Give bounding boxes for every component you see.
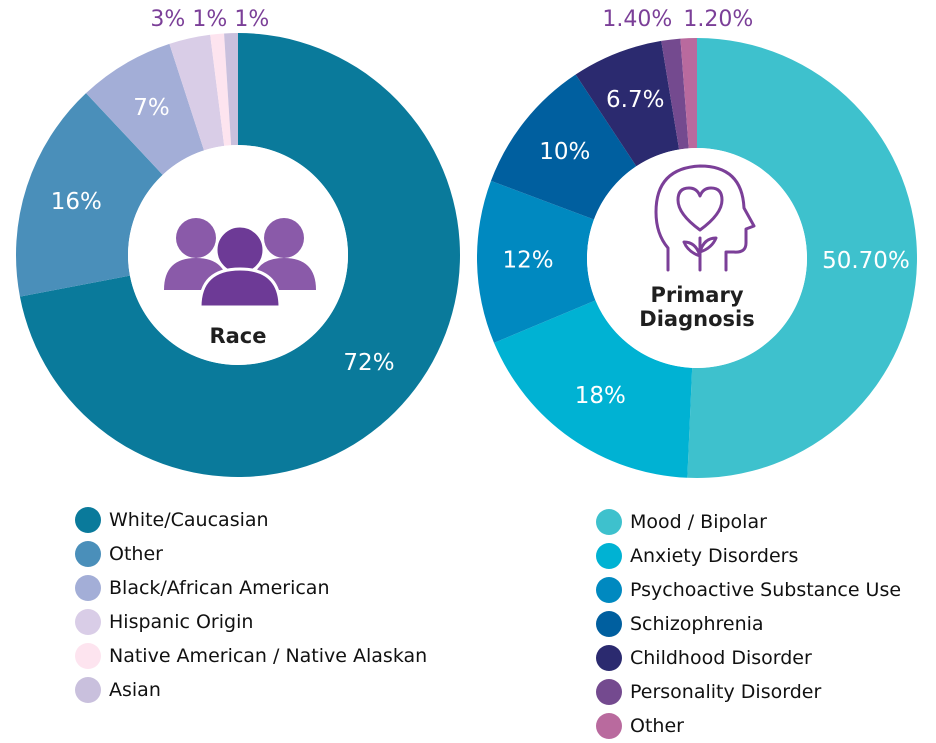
legend-swatch xyxy=(75,643,101,669)
legend-item: Personality Disorder xyxy=(596,675,901,709)
slice xyxy=(680,38,697,149)
legend-swatch xyxy=(596,713,622,739)
slice xyxy=(19,33,461,477)
value-label: 18% xyxy=(575,383,626,409)
legend-item: Hispanic Origin xyxy=(75,605,427,639)
legend-swatch xyxy=(596,679,622,705)
legend-swatch xyxy=(596,611,622,637)
legend-swatch xyxy=(75,541,101,567)
legend-swatch xyxy=(596,543,622,569)
slice xyxy=(476,180,596,343)
slice xyxy=(210,33,232,146)
value-label: 72% xyxy=(343,350,394,376)
legend-item: Native American / Native Alaskan xyxy=(75,639,427,673)
donut-hole xyxy=(587,148,807,368)
legend-label: Anxiety Disorders xyxy=(630,545,799,567)
legend: Mood / Bipolar Anxiety Disorders Psychoact… xyxy=(596,505,901,743)
legend-item: Black/African American xyxy=(75,571,427,605)
legend-swatch xyxy=(75,575,101,601)
center-label: Primary Diagnosis xyxy=(639,283,755,331)
legend-label: Psychoactive Substance Use xyxy=(630,579,902,601)
head-icon xyxy=(654,164,756,272)
legend-label: White/Caucasian xyxy=(109,509,269,531)
legend-item: White/Caucasian xyxy=(75,503,427,537)
value-label: 7% xyxy=(133,95,170,121)
slice xyxy=(490,74,637,220)
value-label: 6.7% xyxy=(606,87,664,113)
legend-label: Black/African American xyxy=(109,577,330,599)
legend-item: Mood / Bipolar xyxy=(596,505,901,539)
legend-label: Schizophrenia xyxy=(630,613,764,635)
slice xyxy=(169,34,225,151)
value-label: 10% xyxy=(539,139,590,165)
legend-swatch xyxy=(596,509,622,535)
value-label: 1% xyxy=(234,7,269,32)
icon-body xyxy=(198,267,282,309)
legend-item: Schizophrenia xyxy=(596,607,901,641)
legend-item: Anxiety Disorders xyxy=(596,539,901,573)
center-label: Race xyxy=(209,324,267,348)
legend-label: Other xyxy=(630,715,684,737)
icon-heart xyxy=(676,186,724,232)
value-label: 1.20% xyxy=(683,7,753,32)
legend-item: Childhood Disorder xyxy=(596,641,901,675)
icon-head xyxy=(264,218,304,258)
legend-swatch xyxy=(75,609,101,635)
value-label: 16% xyxy=(51,189,102,215)
icon-head xyxy=(176,218,216,258)
legend-label: Mood / Bipolar xyxy=(630,511,767,533)
legend-label: Personality Disorder xyxy=(630,681,822,703)
value-label: 12% xyxy=(502,248,553,274)
legend-swatch xyxy=(596,645,622,671)
slice xyxy=(661,38,689,150)
slice xyxy=(15,93,163,297)
legend-swatch xyxy=(75,677,101,703)
legend-label: Childhood Disorder xyxy=(630,647,812,669)
value-label: 3% xyxy=(150,7,185,32)
legend-label: Hispanic Origin xyxy=(109,611,254,633)
legend-swatch xyxy=(75,507,101,533)
legend-item: Other xyxy=(596,709,901,743)
legend-swatch xyxy=(596,577,622,603)
donuts: 72% 16% 7% 3% 1% 1% 50.70% 18% 12% 10% 6.7% 1.40% 1.… xyxy=(15,7,918,479)
legend-label: Native American / Native Alaskan xyxy=(109,645,428,667)
people-icon-front xyxy=(198,224,282,309)
slice xyxy=(575,40,680,167)
legend-label: Asian xyxy=(109,679,161,701)
icon-outline xyxy=(654,164,756,272)
slice xyxy=(86,43,205,175)
value-label: 1% xyxy=(192,7,227,32)
legend-item: Psychoactive Substance Use xyxy=(596,573,901,607)
legend-item: Asian xyxy=(75,673,427,707)
legend-item: Other xyxy=(75,537,427,571)
icon-head xyxy=(214,224,266,276)
legend-label: Other xyxy=(109,543,163,565)
slice xyxy=(687,38,918,479)
people-icon xyxy=(164,218,316,290)
legend: White/Caucasian Other Black/African Americ… xyxy=(75,503,427,707)
value-label: 1.40% xyxy=(602,7,672,32)
icon-stem xyxy=(682,236,718,272)
slice xyxy=(224,33,238,146)
slice xyxy=(494,300,693,478)
value-label: 50.70% xyxy=(822,248,910,274)
